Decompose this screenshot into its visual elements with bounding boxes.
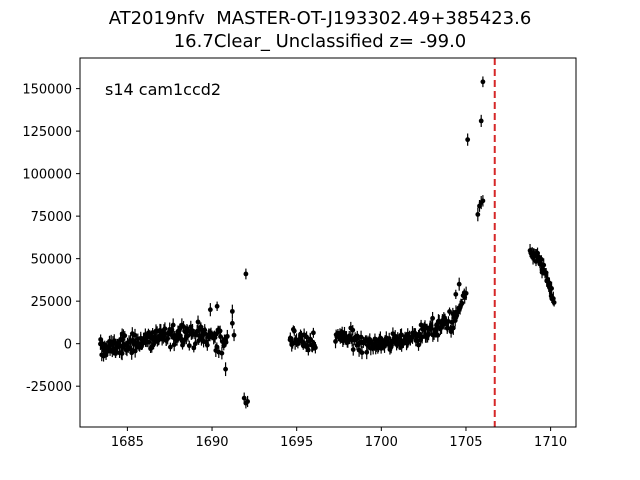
y-tick-label: 150000 bbox=[22, 83, 72, 98]
data-point bbox=[224, 333, 230, 339]
x-tick-label: 1690 bbox=[195, 435, 228, 450]
data-point bbox=[459, 300, 465, 306]
data-point bbox=[119, 351, 125, 356]
data-point bbox=[448, 329, 454, 335]
data-point bbox=[231, 332, 237, 338]
data-point bbox=[435, 332, 441, 338]
data-point bbox=[195, 319, 201, 325]
data-point bbox=[223, 366, 228, 372]
data-point bbox=[167, 344, 173, 350]
data-point bbox=[98, 337, 104, 342]
data-point bbox=[359, 350, 365, 356]
data-point bbox=[146, 339, 152, 345]
x-tick-label: 1705 bbox=[449, 435, 482, 450]
data-point bbox=[229, 308, 235, 314]
chart-annotation: s14 cam1ccd2 bbox=[105, 80, 221, 99]
data-point bbox=[549, 286, 554, 291]
data-point bbox=[204, 342, 210, 348]
y-tick-label: -25000 bbox=[26, 380, 72, 395]
data-point bbox=[217, 328, 223, 334]
data-point bbox=[193, 341, 198, 347]
data-point bbox=[194, 328, 200, 334]
y-tick-label: 100000 bbox=[22, 168, 72, 183]
y-tick-label: 75000 bbox=[31, 210, 72, 225]
data-point bbox=[312, 345, 318, 351]
data-point bbox=[416, 342, 421, 348]
data-point bbox=[214, 344, 220, 350]
y-axis-ticks: -25000 0 25000 50000 75000 100000 125000 150000 bbox=[22, 83, 80, 395]
plot-frame bbox=[79, 57, 577, 428]
data-point bbox=[132, 332, 138, 338]
x-tick-label: 1695 bbox=[280, 435, 313, 450]
data-point bbox=[170, 322, 176, 328]
data-point bbox=[243, 271, 249, 277]
data-point bbox=[219, 350, 225, 356]
x-tick-label: 1685 bbox=[111, 435, 144, 450]
data-point bbox=[480, 198, 486, 204]
data-point bbox=[388, 344, 394, 350]
data-point bbox=[475, 212, 481, 217]
data-point bbox=[218, 334, 223, 340]
data-point bbox=[461, 290, 467, 296]
data-point bbox=[122, 333, 128, 339]
x-tick-label: 1710 bbox=[534, 435, 567, 450]
data-point bbox=[305, 347, 311, 353]
y-tick-label: 125000 bbox=[22, 125, 72, 140]
data-point bbox=[465, 137, 471, 143]
y-tick-label: 0 bbox=[64, 338, 72, 353]
data-point bbox=[399, 332, 404, 338]
data-point bbox=[304, 334, 309, 340]
data-point bbox=[186, 343, 192, 349]
chart-title-line1: AT2019nfv MASTER-OT-J193302.49+385423.6 bbox=[108, 8, 532, 29]
data-point bbox=[430, 315, 436, 321]
data-point bbox=[165, 336, 171, 341]
data-point bbox=[229, 320, 235, 326]
data-point bbox=[162, 326, 168, 332]
data-point bbox=[350, 327, 356, 333]
data-point bbox=[541, 262, 547, 268]
chart-title-line2: 16.7Clear_ Unclassified z= -99.0 bbox=[173, 31, 467, 52]
data-point bbox=[198, 324, 204, 330]
data-point bbox=[214, 303, 220, 309]
data-point bbox=[310, 330, 316, 336]
data-point bbox=[367, 336, 373, 342]
data-point bbox=[456, 281, 462, 287]
y-tick-label: 25000 bbox=[31, 295, 72, 310]
data-points bbox=[98, 76, 557, 409]
data-point bbox=[453, 291, 459, 297]
y-tick-label: 50000 bbox=[31, 253, 72, 268]
data-point bbox=[202, 331, 208, 337]
data-point bbox=[478, 118, 484, 124]
data-point bbox=[539, 257, 544, 262]
data-point bbox=[480, 79, 486, 85]
data-point bbox=[291, 328, 297, 334]
data-point bbox=[543, 270, 549, 276]
x-axis-ticks: 1685 1690 1695 1700 1705 1710 bbox=[111, 427, 567, 450]
data-point bbox=[350, 347, 356, 352]
x-tick-label: 1700 bbox=[365, 435, 398, 450]
data-point bbox=[450, 325, 456, 331]
data-point bbox=[207, 307, 213, 313]
data-point bbox=[551, 300, 557, 305]
data-point bbox=[245, 399, 250, 404]
